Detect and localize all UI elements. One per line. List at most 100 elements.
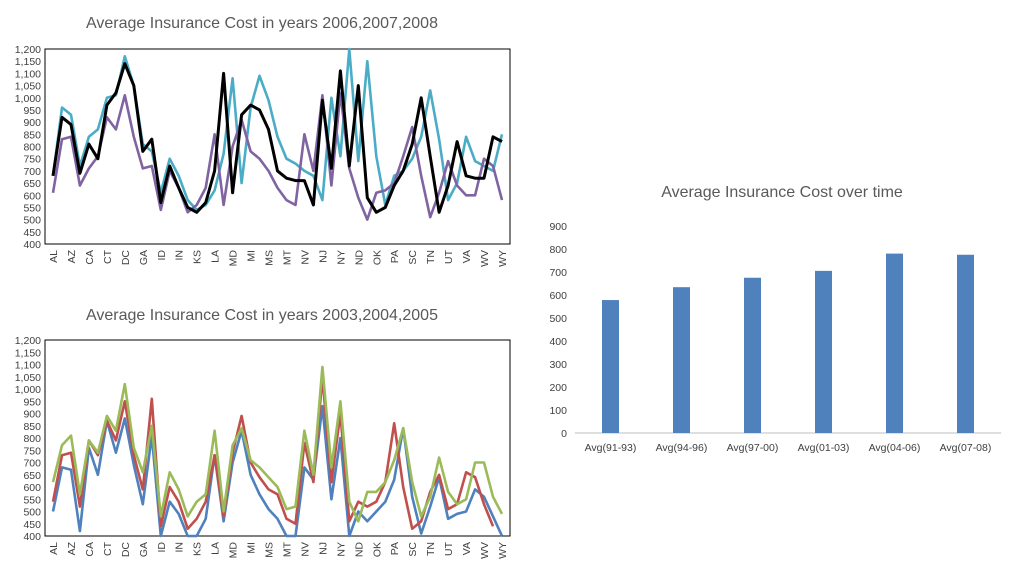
x-tick-label: OK — [371, 542, 383, 557]
x-tick-label: MD — [228, 250, 240, 267]
x-tick-label: KS — [192, 542, 204, 556]
y-tick-label: 1,100 — [15, 68, 41, 80]
y-tick-label: 600 — [549, 290, 567, 302]
x-tick-label: VA — [461, 542, 473, 555]
y-tick-label: 0 — [561, 428, 567, 440]
y-tick-label: 500 — [23, 507, 41, 519]
x-tick-label: AL — [48, 250, 60, 263]
x-tick-label: ND — [353, 250, 365, 266]
y-tick-label: 650 — [23, 470, 41, 482]
line-chart-2006-2008-svg: Average Insurance Cost in years 2006,200… — [15, 15, 511, 267]
y-tick-label: 600 — [23, 190, 41, 202]
plot-frame — [44, 48, 511, 245]
x-tick-label: MT — [281, 541, 293, 557]
y-tick-label: 700 — [23, 166, 41, 178]
plot-frame — [44, 339, 511, 537]
x-tick-label: IN — [174, 542, 186, 553]
y-tick-label: 850 — [23, 129, 41, 141]
bar — [673, 287, 690, 433]
x-tick-label: CT — [102, 541, 114, 556]
x-tick-label: NY — [335, 542, 347, 557]
chart-title: Average Insurance Cost over time — [661, 184, 903, 201]
series-line-3 — [51, 62, 503, 214]
x-tick-label: DC — [120, 542, 132, 558]
y-tick-label: 400 — [549, 336, 567, 348]
x-tick-label: KS — [192, 250, 204, 264]
x-tick-label: NV — [299, 250, 311, 265]
y-tick-label: 750 — [23, 154, 41, 166]
y-tick-label: 1,200 — [15, 44, 41, 56]
bar — [886, 253, 903, 433]
bar — [957, 254, 974, 433]
chart-title: Average Insurance Cost in years 2006,200… — [86, 15, 438, 32]
x-tick-label: MT — [281, 249, 293, 265]
x-tick-label: CT — [102, 249, 114, 264]
bar — [815, 270, 832, 433]
series-line-1 — [51, 47, 504, 212]
y-tick-label: 800 — [549, 244, 567, 256]
y-tick-label: 1,150 — [15, 56, 41, 68]
x-category-label: Avg(91-93) — [585, 442, 637, 454]
y-tick-label: 500 — [549, 313, 567, 325]
y-tick-label: 950 — [23, 105, 41, 117]
y-tick-label: 950 — [23, 396, 41, 408]
x-tick-label: MS — [264, 250, 276, 266]
x-tick-label: MS — [264, 542, 276, 558]
y-tick-label: 700 — [549, 267, 567, 279]
series-line-2 — [51, 91, 504, 221]
x-tick-label: UT — [443, 249, 455, 264]
y-tick-label: 1,200 — [15, 335, 41, 347]
x-tick-label: SC — [407, 250, 419, 265]
bar — [744, 277, 761, 433]
y-tick-label: 700 — [23, 458, 41, 470]
x-tick-label: PA — [389, 542, 401, 555]
y-tick-label: 900 — [549, 221, 567, 233]
x-tick-label: WV — [479, 542, 491, 559]
x-tick-label: NJ — [317, 542, 329, 555]
x-tick-label: GA — [138, 250, 150, 265]
y-tick-label: 900 — [23, 409, 41, 421]
x-tick-label: GA — [138, 542, 150, 557]
y-tick-label: 1,000 — [15, 384, 41, 396]
y-tick-label: 450 — [23, 227, 41, 239]
y-tick-label: 550 — [23, 202, 41, 214]
x-tick-label: CA — [84, 542, 96, 557]
chart-title: Average Insurance Cost in years 2003,200… — [86, 307, 438, 324]
x-tick-label: LA — [210, 542, 222, 555]
x-category-label: Avg(04-06) — [869, 442, 921, 454]
y-tick-label: 100 — [549, 405, 567, 417]
x-tick-label: CA — [84, 250, 96, 265]
series-line-2 — [51, 375, 495, 530]
x-tick-label: WY — [497, 250, 509, 267]
x-tick-label: MD — [228, 542, 240, 559]
x-tick-label: MI — [246, 542, 258, 554]
x-tick-label: LA — [210, 250, 222, 263]
x-tick-label: WV — [479, 250, 491, 267]
x-tick-label: ID — [156, 250, 168, 261]
x-tick-label: AL — [48, 542, 60, 555]
x-category-label: Avg(94-96) — [656, 442, 708, 454]
x-tick-label: TN — [425, 542, 437, 556]
y-tick-label: 1,000 — [15, 93, 41, 105]
x-tick-label: NJ — [317, 250, 329, 263]
y-tick-label: 600 — [23, 482, 41, 494]
y-tick-label: 1,050 — [15, 372, 41, 384]
x-tick-label: TN — [425, 250, 437, 264]
y-tick-label: 500 — [23, 215, 41, 227]
line-chart-2003-2005-svg: Average Insurance Cost in years 2003,200… — [15, 307, 511, 559]
x-category-label: Avg(97-00) — [727, 442, 779, 454]
line-chart-2006-2008: Average Insurance Cost in years 2006,200… — [0, 0, 520, 285]
y-tick-label: 450 — [23, 519, 41, 531]
x-tick-label: AZ — [66, 249, 78, 263]
x-tick-label: SC — [407, 542, 419, 557]
y-tick-label: 400 — [23, 531, 41, 543]
y-tick-label: 900 — [23, 117, 41, 129]
x-tick-label: MI — [246, 250, 258, 262]
y-tick-label: 750 — [23, 445, 41, 457]
y-tick-label: 1,100 — [15, 360, 41, 372]
y-tick-label: 1,150 — [15, 347, 41, 359]
y-tick-label: 200 — [549, 382, 567, 394]
x-tick-label: PA — [389, 250, 401, 263]
x-category-label: Avg(07-08) — [940, 442, 992, 454]
x-tick-label: WY — [497, 542, 509, 559]
